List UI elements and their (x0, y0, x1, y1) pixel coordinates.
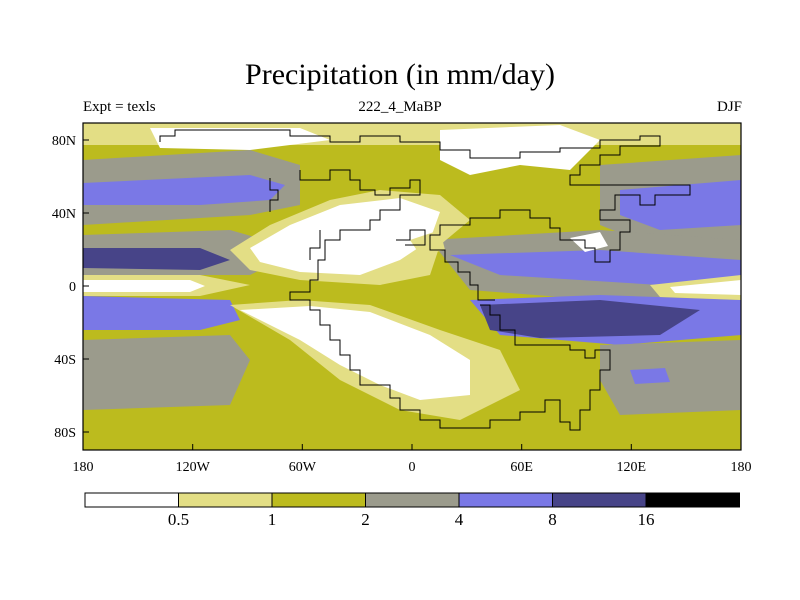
x-tick-label: 60W (289, 460, 317, 475)
tropic-dark-west (83, 248, 230, 270)
x-tick-label: 180 (73, 460, 94, 475)
axis-ticks (82, 139, 742, 450)
south-continent-dry (240, 306, 470, 400)
coastline-misc (309, 229, 426, 260)
sh-dark-east (480, 300, 700, 338)
coastline-north (159, 129, 691, 301)
experiment-label: Expt = texls (83, 99, 156, 115)
y-tick-label: 40N (52, 207, 76, 222)
colorbar-box (645, 492, 740, 508)
colorbar-label: 2 (361, 510, 370, 529)
arctic-dry-patch (440, 125, 600, 175)
colorbar-label: 8 (548, 510, 557, 529)
plot-title: Precipitation (in mm/day) (245, 58, 555, 91)
period-label: 222_4_MaBP (358, 99, 442, 115)
y-tick-label: 40S (54, 353, 76, 368)
colorbar-label: 4 (455, 510, 464, 529)
y-tick-label: 80S (54, 426, 76, 441)
colorbar-box (458, 492, 553, 508)
east-light-spot (410, 230, 445, 255)
x-tick-label: 120W (176, 460, 211, 475)
colorbar-label: 1 (268, 510, 277, 529)
eq-blue-east (450, 250, 741, 290)
eq-white-east (670, 280, 741, 295)
nh-blue-west (83, 175, 285, 205)
eq-white-west (83, 280, 205, 292)
x-tick-label: 120E (617, 460, 647, 475)
y-tick-label: 80N (52, 134, 76, 149)
colorbar-label: 0.5 (168, 510, 189, 529)
colorbar-box (271, 492, 366, 508)
sh-grey-east (600, 340, 741, 415)
season-label: DJF (716, 99, 742, 115)
colorbar-box (552, 492, 647, 508)
nh-blue-east (620, 180, 741, 230)
sh-blue-east-small (630, 368, 670, 384)
coastline-south (269, 169, 611, 431)
colorbar (84, 492, 740, 508)
y-tick-label: 0 (69, 280, 76, 295)
north-continent-dry (250, 198, 440, 275)
x-tick-label: 0 (409, 460, 416, 475)
contour-field (83, 123, 741, 450)
arctic-dry-patch-west (150, 128, 330, 150)
east-dry-spot (570, 232, 608, 252)
colorbar-box (178, 492, 273, 508)
colorbar-box (84, 492, 179, 508)
sh-grey-west (83, 335, 250, 410)
x-tick-label: 180 (731, 460, 752, 475)
colorbar-label: 16 (638, 510, 655, 529)
sh-blue-west (83, 296, 240, 330)
x-tick-label: 60E (510, 460, 533, 475)
colorbar-box (365, 492, 460, 508)
coastlines (159, 129, 691, 431)
